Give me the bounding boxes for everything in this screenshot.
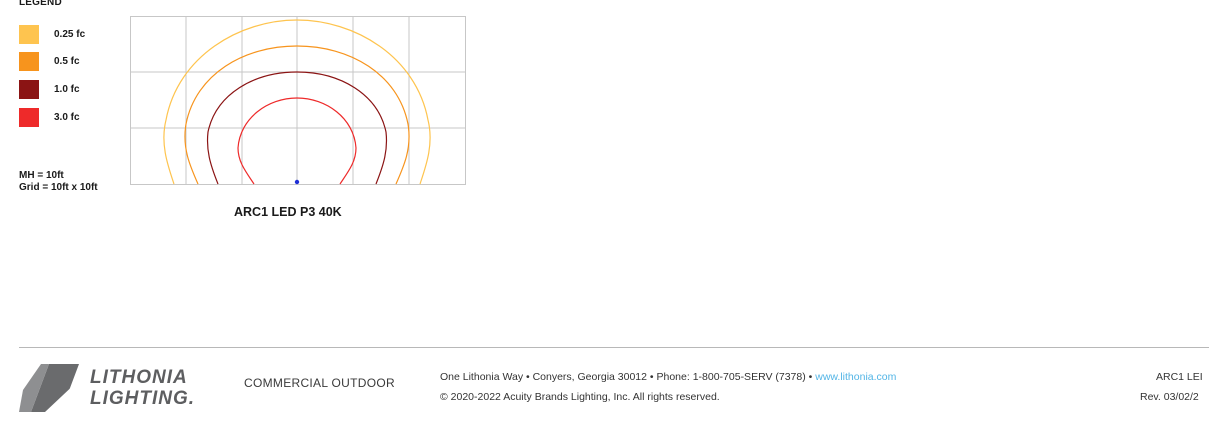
business-segment: COMMERCIAL OUTDOOR xyxy=(244,376,395,390)
contour-10-fc xyxy=(206,71,388,185)
address-text: One Lithonia Way • Conyers, Georgia 3001… xyxy=(440,371,813,383)
plot-caption: ARC1 LED P3 40K xyxy=(234,205,342,219)
contour-30-fc xyxy=(237,97,357,185)
website-link[interactable]: www.lithonia.com xyxy=(815,371,897,383)
lithonia-logo-icon xyxy=(19,364,79,412)
isofootcandle-plot xyxy=(130,16,466,185)
legend-swatch-30 xyxy=(19,108,39,127)
legend-item-30: 3.0 fc xyxy=(19,108,80,127)
footer-divider xyxy=(19,347,1209,348)
legend-label-10: 1.0 fc xyxy=(54,84,80,95)
legend-swatch-025 xyxy=(19,25,39,44)
legend-item-025: 0.25 fc xyxy=(19,25,85,44)
legend-title: LEGEND xyxy=(19,0,62,8)
company-address: One Lithonia Way • Conyers, Georgia 3001… xyxy=(440,371,896,383)
luminaire-marker xyxy=(294,179,300,185)
copyright-text: © 2020-2022 Acuity Brands Lighting, Inc.… xyxy=(440,391,720,403)
legend-label-30: 3.0 fc xyxy=(54,112,80,123)
legend-swatch-10 xyxy=(19,80,39,99)
logo-text-lithonia: LITHONIA xyxy=(90,367,188,388)
mounting-height-note: MH = 10ft xyxy=(19,170,64,181)
legend-item-05: 0.5 fc xyxy=(19,52,80,71)
grid-size-note: Grid = 10ft x 10ft xyxy=(19,182,98,193)
legend-label-05: 0.5 fc xyxy=(54,56,80,67)
contour-05-fc xyxy=(184,45,410,185)
legend-swatch-05 xyxy=(19,52,39,71)
document-name: ARC1 LEI xyxy=(1156,371,1203,383)
legend-item-10: 1.0 fc xyxy=(19,80,80,99)
plot-grid xyxy=(130,16,466,185)
legend-label-025: 0.25 fc xyxy=(54,29,86,40)
logo-text-lighting: LIGHTING. xyxy=(90,388,196,409)
contour-025-fc xyxy=(163,19,431,185)
revision-date: Rev. 03/02/2 xyxy=(1140,391,1199,403)
